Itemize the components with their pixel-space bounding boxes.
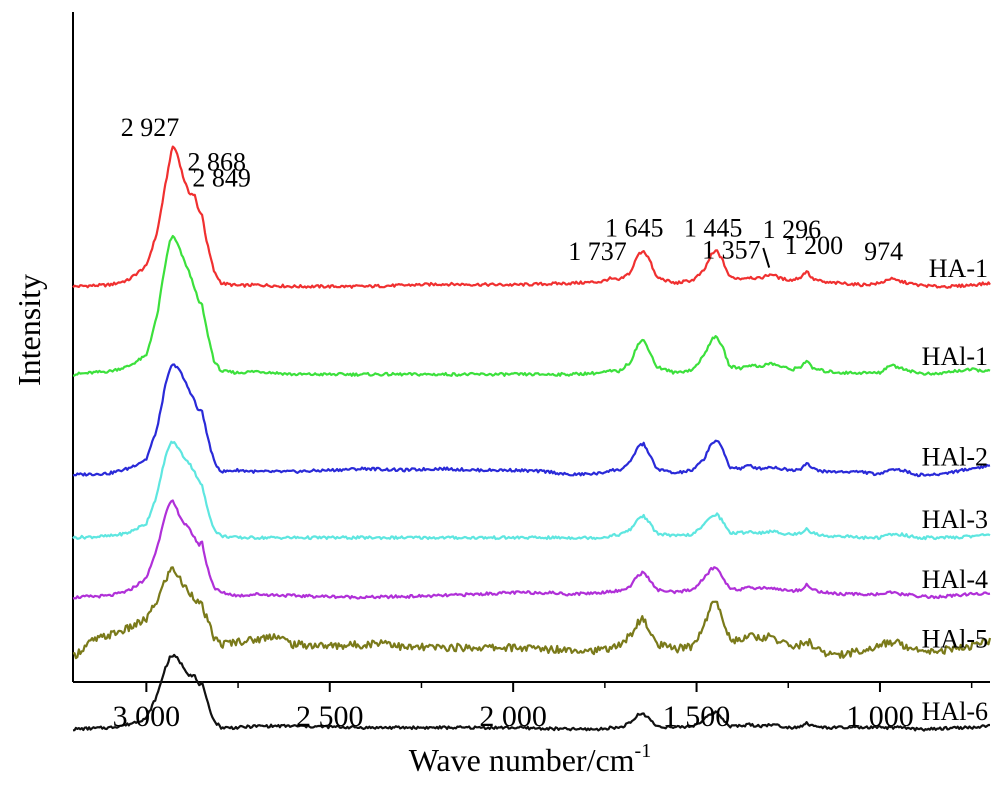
series-line-hal-4: [72, 499, 991, 600]
x-tick-label: 2 000: [479, 700, 547, 733]
peak-label-2: 2 849: [192, 163, 251, 192]
peak-label-8: 1 200: [785, 231, 844, 260]
x-tick-label: 2 500: [296, 700, 364, 733]
series-line-hal-2: [72, 363, 991, 478]
series-label-hal-3: HAl-3: [922, 505, 988, 534]
x-axis-title: Wave number/cm-1: [409, 740, 651, 778]
series-line-ha-1: [72, 145, 991, 289]
x-tick-label: 3 000: [113, 700, 181, 733]
peak-label-7: 1 296: [763, 215, 822, 244]
x-axis-title-main: Wave number/cm: [409, 742, 635, 778]
peak-label-6: 1 357: [702, 236, 761, 265]
series-label-hal-6: HAl-6: [922, 697, 988, 726]
series-line-hal-3: [72, 440, 991, 541]
peak-label-9: 974: [864, 237, 903, 266]
series-label-hal-5: HAl-5: [922, 625, 988, 654]
peak-label-4: 1 645: [605, 214, 664, 243]
peak-label-0: 2 927: [121, 113, 180, 142]
series-line-hal-5: [72, 566, 992, 660]
series-label-hal-4: HAl-4: [922, 565, 988, 594]
y-axis-title: Intensity: [11, 274, 47, 386]
peak-label-3: 1 737: [568, 237, 627, 266]
peak-label-1: 2 868: [188, 148, 247, 177]
x-tick-label: 1 500: [663, 700, 731, 733]
series-label-hal-1: HAl-1: [922, 342, 988, 371]
peak-leader-line: [762, 247, 771, 268]
peak-label-5: 1 445: [684, 214, 743, 243]
x-axis-title-superscript: -1: [635, 740, 652, 762]
series-line-hal-6: [72, 653, 990, 732]
series-label-ha-1: HA-1: [929, 254, 988, 283]
series-line-hal-1: [72, 234, 991, 377]
x-ticks: 3 000 2 500 2 000 1 500 1 000: [113, 682, 973, 733]
x-tick-label: 1 000: [846, 700, 914, 733]
series-label-hal-2: HAl-2: [922, 442, 988, 471]
series-group: [72, 145, 992, 732]
plot-frame: [72, 12, 990, 683]
series-labels: HA-1 HAl-1 HAl-2 HAl-3 HAl-4 HAl-5 HAl-6: [922, 254, 988, 726]
